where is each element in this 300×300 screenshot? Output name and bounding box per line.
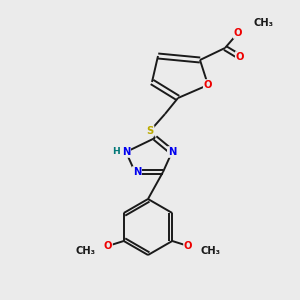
- Text: S: S: [146, 126, 154, 136]
- Text: H: H: [112, 148, 120, 157]
- Text: CH₃: CH₃: [200, 246, 220, 256]
- Text: O: O: [234, 28, 242, 38]
- Text: N: N: [133, 167, 141, 177]
- Text: O: O: [103, 241, 112, 251]
- Text: O: O: [236, 52, 244, 62]
- Text: O: O: [204, 80, 212, 90]
- Text: CH₃: CH₃: [254, 18, 274, 28]
- Text: N: N: [168, 147, 176, 157]
- Text: N: N: [122, 147, 130, 157]
- Text: CH₃: CH₃: [76, 246, 96, 256]
- Text: O: O: [184, 241, 193, 251]
